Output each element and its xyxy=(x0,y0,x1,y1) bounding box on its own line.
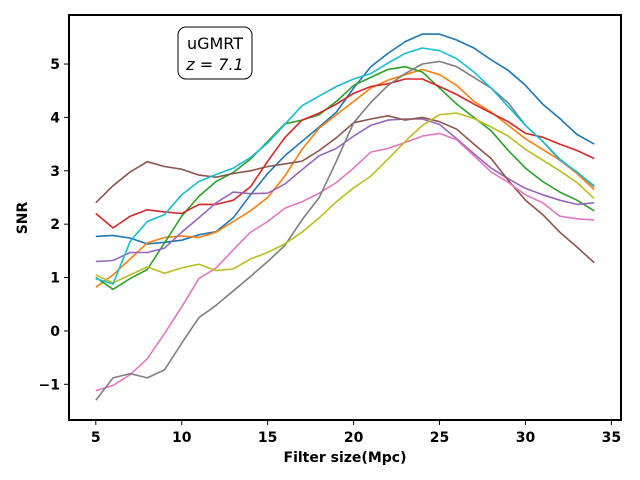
y-tick-label: 1 xyxy=(50,271,60,287)
x-axis: 5 10 15 20 25 30 35 xyxy=(91,420,621,446)
x-tick-label: 15 xyxy=(258,430,277,446)
x-tick-label: 35 xyxy=(602,430,621,446)
y-tick-label: 4 xyxy=(50,110,60,126)
x-tick-label: 30 xyxy=(516,430,536,446)
series-cyan-line xyxy=(95,47,595,285)
y-tick-label: 0 xyxy=(50,324,60,340)
annotation-box: uGMRT z = 7.1 xyxy=(177,26,253,80)
series-blue-line xyxy=(95,33,595,245)
series-orange-line xyxy=(95,68,595,288)
y-axis-label: SNR xyxy=(15,201,31,234)
x-axis-label: Filter size(Mpc) xyxy=(284,450,407,466)
y-tick-label: −1 xyxy=(39,377,60,393)
series-red-line xyxy=(95,78,595,229)
x-tick-label: 20 xyxy=(344,430,364,446)
plot-frame xyxy=(68,14,622,421)
series-green-line xyxy=(95,65,595,291)
series-gray-line xyxy=(95,60,595,401)
series-brown-line xyxy=(95,115,595,264)
x-tick-label: 25 xyxy=(430,430,449,446)
y-tick-label: 2 xyxy=(50,217,60,233)
x-tick-label: 5 xyxy=(91,430,101,446)
series-layer xyxy=(95,33,595,401)
annotation-frame xyxy=(177,26,253,80)
annotation-redshift: z = 7.1 xyxy=(185,55,243,74)
series-olive-line xyxy=(95,112,595,284)
y-axis: −1 0 1 2 3 4 5 xyxy=(39,57,69,393)
annotation-instrument: uGMRT xyxy=(187,34,243,53)
series-pink-line xyxy=(95,132,595,392)
x-tick-label: 10 xyxy=(172,430,192,446)
y-tick-label: 3 xyxy=(50,164,60,180)
y-tick-label: 5 xyxy=(50,57,60,73)
